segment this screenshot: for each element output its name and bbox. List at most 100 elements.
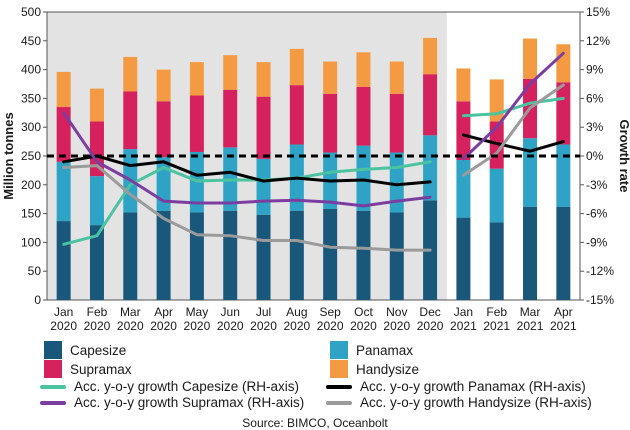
bar-handysize-13 [489, 79, 504, 122]
legend-item-handysize: Handysize [330, 360, 419, 378]
y-tick-label-7: 350 [21, 91, 41, 105]
bar-capesize-7 [289, 210, 304, 300]
y2-tick-label-5: 0% [586, 149, 604, 163]
bar-capesize-3 [156, 210, 171, 300]
line-growth-handysize-seg1 [461, 83, 565, 177]
bar-capesize-4 [189, 212, 204, 300]
legend-swatch-handysize [330, 360, 348, 378]
bar-capesize-9 [356, 210, 371, 300]
x-tick-label-1: Feb 2020 [84, 305, 111, 333]
bar-panamax-10 [389, 152, 404, 213]
bar-panamax-9 [356, 145, 371, 211]
bar-handysize-5 [223, 55, 238, 90]
legend-item-panamax: Panamax [330, 341, 413, 359]
bar-supramax-6 [256, 96, 271, 159]
bar-capesize-10 [389, 212, 404, 300]
legend-swatch-panamax [330, 341, 348, 359]
bar-capesize-1 [89, 225, 104, 300]
y-tick-label-9: 450 [21, 34, 41, 48]
legend-item-growth-panamax: Acc. y-o-y growth Panamax (RH-axis) [326, 378, 586, 395]
bar-capesize-14 [523, 206, 538, 300]
bar-panamax-11 [423, 135, 438, 201]
legend-item-growth-capesize: Acc. y-o-y growth Capesize (RH-axis) [40, 378, 299, 395]
x-tick-label-8: Sep 2020 [317, 305, 344, 333]
line-growth-capesize-seg1 [461, 96, 565, 118]
bar-handysize-15 [556, 44, 571, 83]
legend-label-handysize: Handysize [356, 361, 420, 377]
bar-capesize-5 [223, 210, 238, 300]
bar-supramax-3 [156, 101, 171, 158]
x-tick-label-5: Jun 2020 [217, 305, 244, 333]
bar-panamax-15 [556, 144, 571, 207]
line-growth-panamax-seg0 [62, 154, 432, 187]
bar-supramax-2 [123, 91, 138, 150]
bar-capesize-12 [456, 217, 471, 300]
x-tick-label-14: Mar 2021 [517, 305, 544, 333]
bar-handysize-6 [256, 62, 271, 97]
x-tick-label-3: Apr 2020 [150, 305, 177, 333]
y2-tick-label-8: 9% [586, 63, 604, 77]
legend-swatch-capesize [44, 341, 62, 359]
bar-supramax-8 [323, 93, 338, 153]
y-tick-label-6: 300 [21, 120, 41, 134]
y2-tick-label-0: -15% [586, 293, 614, 307]
legend-item-capesize: Capesize [44, 341, 126, 359]
legend-item-growth-handysize: Acc. y-o-y growth Handysize (RH-axis) [326, 394, 592, 411]
source-note: Source: BIMCO, Oceanbolt [242, 416, 388, 430]
bar-capesize-2 [123, 212, 138, 300]
legend-line-growth-panamax [326, 384, 352, 389]
bar-supramax-15 [556, 82, 571, 145]
y-axis-title: Million tonnes [1, 112, 16, 199]
legend-line-growth-capesize [40, 384, 66, 389]
bar-panamax-0 [56, 161, 71, 222]
x-tick-label-7: Aug 2020 [283, 305, 310, 333]
legend-label-supramax: Supramax [70, 361, 132, 377]
chart-svg: 0 50 100 150 200 250 300 350 400 450 500 -15% -12% -9… [1, 5, 630, 333]
y2-tick-label-4: -3% [586, 178, 608, 192]
y-tick-label-8: 400 [21, 63, 41, 77]
bar-panamax-12 [456, 160, 471, 218]
x-tick-label-15: Apr 2021 [550, 305, 577, 333]
bar-supramax-9 [356, 86, 371, 146]
bar-handysize-3 [156, 69, 171, 102]
legend-label-growth-panamax: Acc. y-o-y growth Panamax (RH-axis) [360, 379, 586, 394]
y2-tick-label-7: 6% [586, 91, 604, 105]
x-tick-label-6: Jul 2020 [250, 305, 277, 333]
line-growth-supramax-seg1 [461, 51, 565, 161]
bar-handysize-2 [123, 56, 138, 92]
bar-panamax-1 [89, 176, 104, 226]
line-growth-supramax-seg0 [62, 111, 432, 208]
bar-supramax-12 [456, 101, 471, 161]
bar-handysize-14 [523, 38, 538, 79]
y-tick-label-10: 500 [21, 5, 41, 19]
x-tick-label-0: Jan 2020 [50, 305, 77, 333]
bar-handysize-11 [423, 37, 438, 75]
bar-capesize-15 [556, 206, 571, 300]
bar-capesize-0 [56, 221, 71, 300]
bar-capesize-13 [489, 222, 504, 300]
y-tick-label-1: 50 [28, 264, 42, 278]
bar-panamax-13 [489, 168, 504, 223]
y2-axis-title: Growth rate [617, 120, 630, 193]
y2-tick-label-6: 3% [586, 120, 604, 134]
legend-label-growth-supramax: Acc. y-o-y growth Supramax (RH-axis) [74, 395, 305, 410]
bar-supramax-11 [423, 74, 438, 136]
legend-label-capesize: Capesize [70, 342, 127, 358]
legend-label-panamax: Panamax [356, 342, 414, 358]
y-tick-label-3: 150 [21, 207, 41, 221]
bar-supramax-0 [56, 107, 71, 162]
y-tick-label-0: 0 [34, 293, 41, 307]
y-tick-label-4: 200 [21, 178, 41, 192]
bar-supramax-5 [223, 89, 238, 148]
line-growth-handysize-seg0 [62, 164, 432, 252]
bar-handysize-4 [189, 62, 204, 96]
bar-handysize-0 [56, 71, 71, 108]
legend-item-supramax: Supramax [44, 360, 132, 378]
y2-tick-label-10: 15% [586, 5, 610, 19]
x-tick-label-10: Nov 2020 [383, 305, 410, 333]
bar-capesize-6 [256, 214, 271, 300]
bar-handysize-9 [356, 52, 371, 87]
y2-tick-label-1: -12% [586, 264, 614, 278]
x-tick-label-9: Oct 2020 [350, 305, 377, 333]
